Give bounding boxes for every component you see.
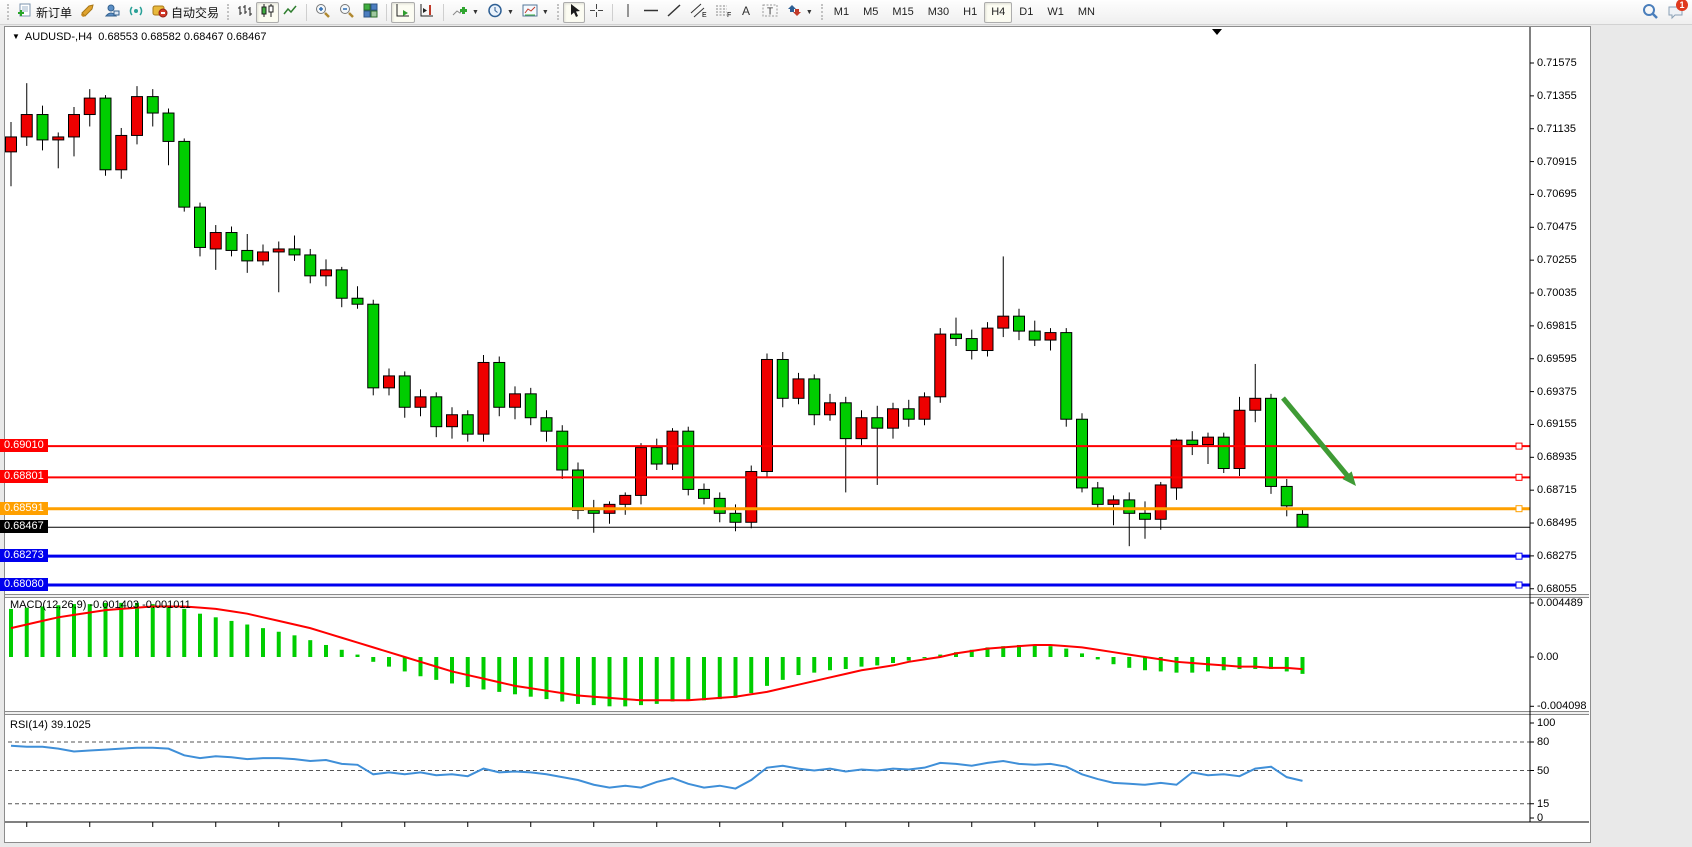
candlestick-chart-button[interactable] — [256, 1, 280, 23]
crosshair-button[interactable] — [585, 2, 608, 23]
indicators-icon — [452, 3, 468, 21]
auto-trading-label: 自动交易 — [171, 5, 220, 20]
period-clock-icon — [487, 3, 503, 21]
expert-advisor-button[interactable] — [100, 2, 124, 23]
auto-scroll-button[interactable] — [391, 1, 416, 23]
timeframe-w1[interactable]: W1 — [1047, 6, 1064, 18]
tile-windows-icon — [363, 3, 378, 21]
expert-advisor-icon — [104, 3, 120, 21]
timeframe-m1[interactable]: M1 — [833, 6, 850, 18]
vertical-line-button[interactable] — [617, 2, 639, 23]
auto-scroll-icon — [395, 3, 411, 21]
svg-text:F: F — [727, 12, 731, 18]
notifications-button[interactable]: 1 — [1663, 0, 1689, 23]
zoom-in-button[interactable] — [311, 2, 335, 23]
label-button[interactable]: T — [758, 2, 783, 23]
cursor-button[interactable] — [562, 1, 585, 23]
timeframe-m15[interactable]: M15 — [892, 6, 914, 18]
label-icon: T — [762, 3, 779, 21]
timeframe-group: M1 M5 M15 M30 H1 H4 D1 W1 MN — [827, 1, 1102, 23]
fibonacci-button[interactable]: F — [711, 2, 736, 23]
line-chart-icon — [283, 3, 298, 21]
cursor-icon — [567, 3, 581, 21]
chevron-down-icon: ▼ — [506, 8, 514, 16]
periods-button[interactable]: ▼ — [483, 2, 518, 23]
timeframe-h1[interactable]: H1 — [963, 6, 978, 18]
text-icon: A — [740, 3, 753, 21]
timeframe-d1[interactable]: D1 — [1019, 6, 1034, 18]
timeframe-m30[interactable]: M30 — [927, 6, 950, 18]
channel-button[interactable]: E — [686, 2, 711, 23]
crosshair-icon — [589, 3, 604, 21]
auto-trading-button[interactable]: 自动交易 — [148, 2, 223, 23]
chat-icon: 1 — [1667, 0, 1688, 20]
chevron-down-icon: ▼ — [805, 8, 813, 16]
new-order-icon — [17, 3, 33, 21]
arrows-icon — [787, 3, 802, 21]
chevron-down-icon: ▼ — [541, 8, 549, 16]
fibonacci-icon: F — [715, 3, 732, 21]
signal-icon — [128, 3, 144, 21]
timeframe-h4[interactable]: H4 — [984, 1, 1013, 23]
toolbar-grip — [556, 4, 559, 20]
chart-window[interactable] — [4, 26, 1591, 843]
bar-chart-icon — [237, 3, 253, 21]
template-button[interactable]: ▼ — [518, 2, 553, 23]
zoom-in-icon — [315, 3, 331, 21]
notification-badge: 1 — [1676, 0, 1688, 11]
timeframe-m5[interactable]: M5 — [863, 6, 879, 18]
arrows-button[interactable]: ▼ — [783, 2, 817, 23]
horizontal-line-button[interactable] — [639, 2, 663, 23]
template-icon — [522, 3, 538, 21]
svg-text:T: T — [767, 7, 773, 18]
new-order-button[interactable]: 新订单 — [13, 2, 76, 23]
channel-icon: E — [690, 3, 707, 21]
svg-text:A: A — [742, 4, 750, 18]
horizontal-line-icon — [643, 3, 659, 21]
search-button[interactable] — [1638, 2, 1663, 23]
candlestick-chart-icon — [260, 3, 275, 21]
tile-windows-button[interactable] — [359, 2, 382, 23]
zoom-out-button[interactable] — [335, 2, 359, 23]
toolbar-grip — [7, 4, 9, 20]
chart-shift-icon — [419, 3, 435, 21]
text-button[interactable]: A — [736, 2, 758, 23]
new-order-label: 新订单 — [36, 5, 73, 20]
chart-shift-button[interactable] — [415, 2, 439, 23]
zoom-out-icon — [339, 3, 355, 21]
announcement-icon — [80, 3, 96, 21]
toolbar-grip — [820, 4, 823, 20]
bar-chart-button[interactable] — [233, 2, 256, 23]
trendline-button[interactable] — [663, 2, 686, 23]
announcement-button[interactable] — [76, 2, 100, 23]
chevron-down-icon: ▼ — [472, 8, 479, 16]
indicators-button[interactable]: ▼ — [448, 2, 483, 23]
trendline-icon — [667, 3, 682, 21]
signal-button[interactable] — [124, 2, 148, 23]
toolbar-grip — [227, 4, 230, 20]
search-icon — [1642, 3, 1659, 22]
timeframe-mn[interactable]: MN — [1077, 6, 1095, 18]
auto-trading-icon — [152, 3, 168, 21]
vertical-line-icon — [623, 3, 633, 21]
toolbar: 新订单 自动交易 — [0, 0, 1692, 25]
svg-text:E: E — [702, 12, 707, 18]
line-chart-button[interactable] — [279, 2, 302, 23]
